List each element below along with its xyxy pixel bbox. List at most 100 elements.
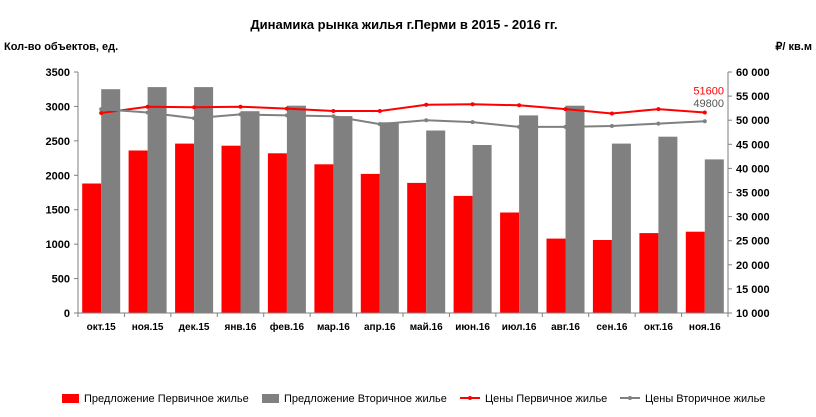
bar-primary bbox=[314, 164, 334, 313]
bar-primary bbox=[592, 240, 612, 313]
point-price-secondary bbox=[517, 124, 522, 129]
right-tick-label: 45 000 bbox=[736, 139, 770, 151]
right-tick-label: 60 000 bbox=[736, 67, 770, 79]
bar-primary bbox=[685, 231, 705, 313]
bar-secondary bbox=[426, 130, 446, 313]
x-tick-label: ноя.16 bbox=[689, 322, 721, 333]
point-price-primary bbox=[609, 111, 614, 116]
point-price-secondary bbox=[192, 116, 197, 121]
right-tick-label: 15 000 bbox=[736, 284, 770, 296]
point-price-primary bbox=[145, 104, 150, 109]
point-price-primary bbox=[284, 106, 289, 111]
data-label: 51600 bbox=[693, 86, 724, 98]
point-price-secondary bbox=[470, 120, 475, 125]
x-tick-label: дек.15 bbox=[179, 322, 210, 333]
bar-secondary bbox=[194, 87, 214, 313]
legend: Предложение Первичное жилье Предложение В… bbox=[62, 393, 765, 405]
point-price-secondary bbox=[331, 114, 336, 119]
point-price-primary bbox=[424, 102, 429, 107]
legend-swatch bbox=[262, 394, 279, 403]
bar-primary bbox=[639, 233, 659, 313]
point-price-primary bbox=[702, 110, 707, 115]
right-axis-title: ₽/ кв.м bbox=[775, 41, 812, 53]
bar-secondary bbox=[472, 145, 492, 313]
x-tick-label: фев.16 bbox=[270, 321, 305, 333]
left-axis-title: Кол-во объектов, ед. bbox=[4, 41, 118, 53]
x-tick-label: авг.16 bbox=[551, 322, 580, 333]
left-tick-label: 2500 bbox=[46, 136, 70, 148]
point-price-secondary bbox=[284, 113, 289, 118]
legend-label: Цены Вторичное жилье bbox=[645, 393, 765, 405]
right-tick-label: 55 000 bbox=[736, 91, 770, 103]
point-price-primary bbox=[331, 109, 336, 113]
data-label: 49800 bbox=[693, 98, 724, 110]
legend-marker bbox=[468, 396, 472, 400]
bar-primary bbox=[407, 182, 427, 313]
right-tick-label: 40 000 bbox=[736, 163, 770, 175]
bar-secondary bbox=[704, 159, 724, 313]
left-tick-label: 1000 bbox=[46, 239, 70, 251]
right-tick-label: 20 000 bbox=[736, 260, 770, 272]
point-price-primary bbox=[517, 103, 522, 108]
point-price-secondary bbox=[656, 121, 661, 126]
line-price-primary bbox=[101, 103, 705, 115]
point-price-primary bbox=[377, 109, 382, 113]
x-tick-label: мар.16 bbox=[317, 322, 350, 333]
bar-primary bbox=[453, 195, 473, 313]
bar-primary bbox=[128, 150, 148, 313]
legend-marker bbox=[628, 396, 632, 400]
x-tick-label: окт.16 bbox=[644, 322, 673, 333]
left-tick-label: 3500 bbox=[46, 67, 70, 79]
left-tick-label: 2000 bbox=[46, 170, 70, 182]
point-price-primary bbox=[656, 107, 661, 112]
point-price-secondary bbox=[563, 124, 568, 129]
left-tick-label: 1500 bbox=[46, 205, 70, 217]
bar-primary bbox=[267, 153, 287, 313]
point-price-secondary bbox=[609, 124, 614, 128]
bar-primary bbox=[546, 238, 566, 313]
point-price-secondary bbox=[377, 122, 382, 127]
point-price-primary bbox=[99, 111, 104, 115]
x-tick-label: окт.15 bbox=[87, 322, 116, 333]
bar-secondary bbox=[379, 122, 399, 313]
x-tick-label: июн.16 bbox=[455, 322, 490, 333]
bar-layer bbox=[82, 87, 724, 314]
x-tick-label: май.16 bbox=[410, 322, 443, 333]
legend-label: Предложение Первичное жилье bbox=[84, 393, 249, 405]
point-price-primary bbox=[192, 105, 197, 110]
right-tick-label: 10 000 bbox=[736, 308, 770, 320]
bar-primary bbox=[221, 145, 241, 313]
point-price-secondary bbox=[238, 112, 243, 117]
chart-title: Динамика рынка жилья г.Перми в 2015 - 20… bbox=[250, 17, 557, 32]
bar-secondary bbox=[101, 89, 121, 313]
bar-primary bbox=[175, 143, 195, 313]
axes-layer: 0 500 1000 1500 2000 2500 3000 3500 10 000 15 000… bbox=[46, 67, 770, 333]
bar-primary bbox=[82, 183, 102, 313]
point-price-secondary bbox=[424, 118, 429, 123]
bar-secondary bbox=[611, 143, 631, 313]
left-tick-label: 0 bbox=[64, 308, 70, 320]
legend-label: Предложение Вторичное жилье bbox=[284, 393, 447, 405]
left-tick-label: 3000 bbox=[46, 101, 70, 113]
right-tick-label: 30 000 bbox=[736, 212, 770, 224]
legend-label: Цены Первичное жилье bbox=[485, 393, 607, 405]
line-price-secondary bbox=[101, 108, 705, 128]
line-layer bbox=[99, 102, 707, 129]
point-price-secondary bbox=[702, 119, 707, 124]
bar-secondary bbox=[286, 105, 306, 313]
x-tick-label: июл.16 bbox=[502, 322, 537, 333]
bar-primary bbox=[360, 173, 380, 313]
bar-primary bbox=[500, 212, 520, 313]
point-price-secondary bbox=[145, 110, 150, 115]
right-tick-label: 50 000 bbox=[736, 115, 770, 127]
right-tick-label: 35 000 bbox=[736, 188, 770, 200]
bar-secondary bbox=[658, 136, 678, 313]
bar-secondary bbox=[565, 105, 585, 313]
x-tick-label: апр.16 bbox=[364, 322, 396, 333]
right-tick-label: 25 000 bbox=[736, 236, 770, 248]
bar-secondary bbox=[519, 115, 539, 314]
x-tick-label: сен.16 bbox=[596, 322, 628, 333]
bar-secondary bbox=[240, 111, 260, 313]
bar-secondary bbox=[333, 116, 353, 313]
